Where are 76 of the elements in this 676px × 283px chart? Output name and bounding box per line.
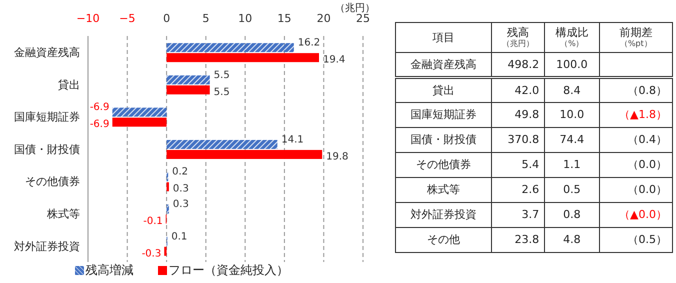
category-label: 株式等 [426, 183, 460, 196]
data-label: 0.3 [172, 199, 189, 210]
bar [164, 246, 167, 256]
text: 8.4 [563, 84, 581, 96]
y-tick-label: その他債券 [25, 175, 80, 188]
bar [166, 43, 294, 52]
text: （0.0） [628, 183, 667, 196]
text: 5.4 [522, 158, 540, 171]
text: 1.1 [563, 158, 581, 171]
text: 498.2 [508, 58, 540, 70]
bar [112, 118, 167, 127]
x-tick-label: 10 [238, 12, 252, 25]
category-label: 残高（兆円） [491, 22, 545, 52]
data-label: 16.2 [298, 38, 320, 49]
text: 23.8 [514, 233, 540, 246]
text: （0.4） [628, 133, 667, 146]
text: 370.8 [508, 133, 540, 146]
text: （▲1.8） [619, 108, 667, 121]
text: （0.5） [628, 233, 667, 246]
text: 10.0 [560, 108, 584, 121]
y-tick-label: 株式等 [46, 207, 80, 220]
legend-label: 残高増減 [84, 262, 134, 279]
y-tick-label: 国庫短期証券 [14, 110, 80, 124]
bar [166, 53, 319, 62]
y-tick-label: 貸出 [58, 78, 80, 92]
x-tick-label: −5 [119, 12, 136, 25]
text: 3.7 [522, 208, 540, 221]
data-label: 0.1 [171, 231, 188, 242]
text: 100.0 [556, 58, 588, 70]
category-label: 項目 [396, 22, 492, 52]
x-tick-label: 0 [163, 12, 170, 25]
data-label: 19.8 [326, 151, 348, 162]
text: 49.8 [514, 108, 540, 121]
x-tick-label: 25 [356, 12, 370, 25]
text: （▲0.0） [619, 208, 667, 221]
category-label: 金融資産残高 [410, 58, 476, 70]
text: 0.5 [563, 183, 581, 196]
x-tick-label: −10 [76, 12, 100, 25]
y-tick-label: 国債・財投債 [14, 142, 80, 156]
y-tick-label: 金融資産残高 [14, 46, 80, 60]
text: 4.8 [563, 233, 581, 246]
category-label: その他 [426, 233, 460, 246]
category-label: 国債・財投債 [410, 133, 476, 146]
data-label: -6.9 [90, 102, 110, 114]
y-tick-label: 対外証券投資 [14, 240, 80, 253]
text: 74.4 [560, 133, 584, 146]
category-label: 構成比（%） [544, 22, 600, 52]
x-tick-label: 15 [277, 12, 292, 25]
bar [166, 150, 322, 159]
category-label: 国庫短期証券 [410, 108, 476, 121]
legend-label: フロー（資金純投入） [168, 262, 288, 279]
data-label: -0.3 [142, 248, 162, 260]
data-label: 5.5 [214, 70, 230, 81]
data-label: -6.9 [90, 119, 110, 130]
data-label: 19.4 [323, 54, 346, 66]
x-tick-label: 20 [316, 12, 331, 25]
bar [166, 75, 210, 84]
category-label: その他債券 [416, 158, 471, 171]
data-label: 5.5 [214, 86, 230, 98]
text: （0.8） [628, 84, 667, 96]
data-label: 0.3 [172, 184, 189, 195]
text: 2.6 [522, 183, 540, 196]
text: 42.0 [514, 84, 540, 96]
bar [166, 85, 210, 94]
bar [166, 140, 278, 149]
x-tick-label: 5 [202, 12, 210, 25]
category-label: 対外証券投資 [410, 208, 476, 221]
category-label: 貸出 [432, 84, 454, 96]
category-label: 前期差（%pt） [599, 22, 672, 52]
text: （0.0） [628, 158, 667, 171]
bar [112, 108, 167, 117]
x-axis-title: （兆円） [335, 2, 375, 14]
data-label: -0.1 [143, 216, 163, 228]
data-label: 14.1 [281, 134, 304, 146]
data-label: 0.2 [172, 166, 188, 178]
text: 0.8 [563, 208, 581, 221]
